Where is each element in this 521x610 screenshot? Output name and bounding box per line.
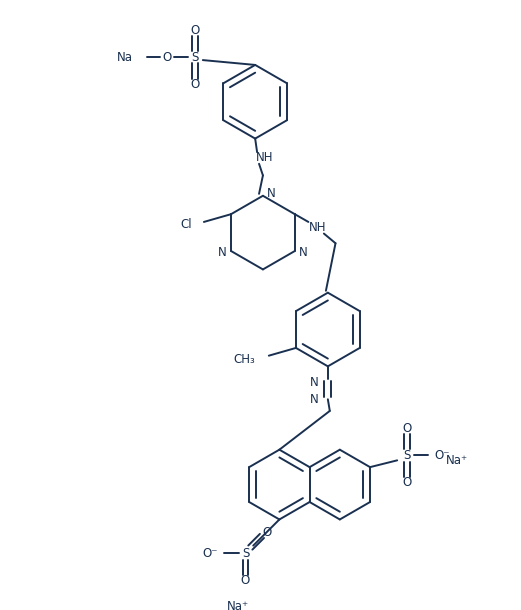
Text: Cl: Cl <box>181 218 192 231</box>
Text: N: N <box>309 376 318 389</box>
Text: S: S <box>191 51 199 63</box>
Text: O: O <box>241 574 250 587</box>
Text: N: N <box>218 246 227 259</box>
Text: S: S <box>242 547 249 560</box>
Text: O⁻: O⁻ <box>434 449 450 462</box>
Text: N: N <box>309 393 318 406</box>
Text: N: N <box>299 246 308 259</box>
Text: O: O <box>402 476 412 489</box>
Text: O: O <box>163 51 171 63</box>
Text: Na⁺: Na⁺ <box>227 600 249 610</box>
Text: CH₃: CH₃ <box>233 353 255 366</box>
Text: Na⁺: Na⁺ <box>446 454 468 467</box>
Text: NH: NH <box>256 151 274 165</box>
Text: S: S <box>403 449 411 462</box>
Text: Na: Na <box>117 51 133 63</box>
Text: O: O <box>262 526 271 539</box>
Text: O: O <box>191 24 200 37</box>
Text: NH: NH <box>309 221 327 234</box>
Text: N: N <box>267 187 276 200</box>
Text: O: O <box>402 422 412 435</box>
Text: O⁻: O⁻ <box>203 547 218 560</box>
Text: O: O <box>191 78 200 91</box>
